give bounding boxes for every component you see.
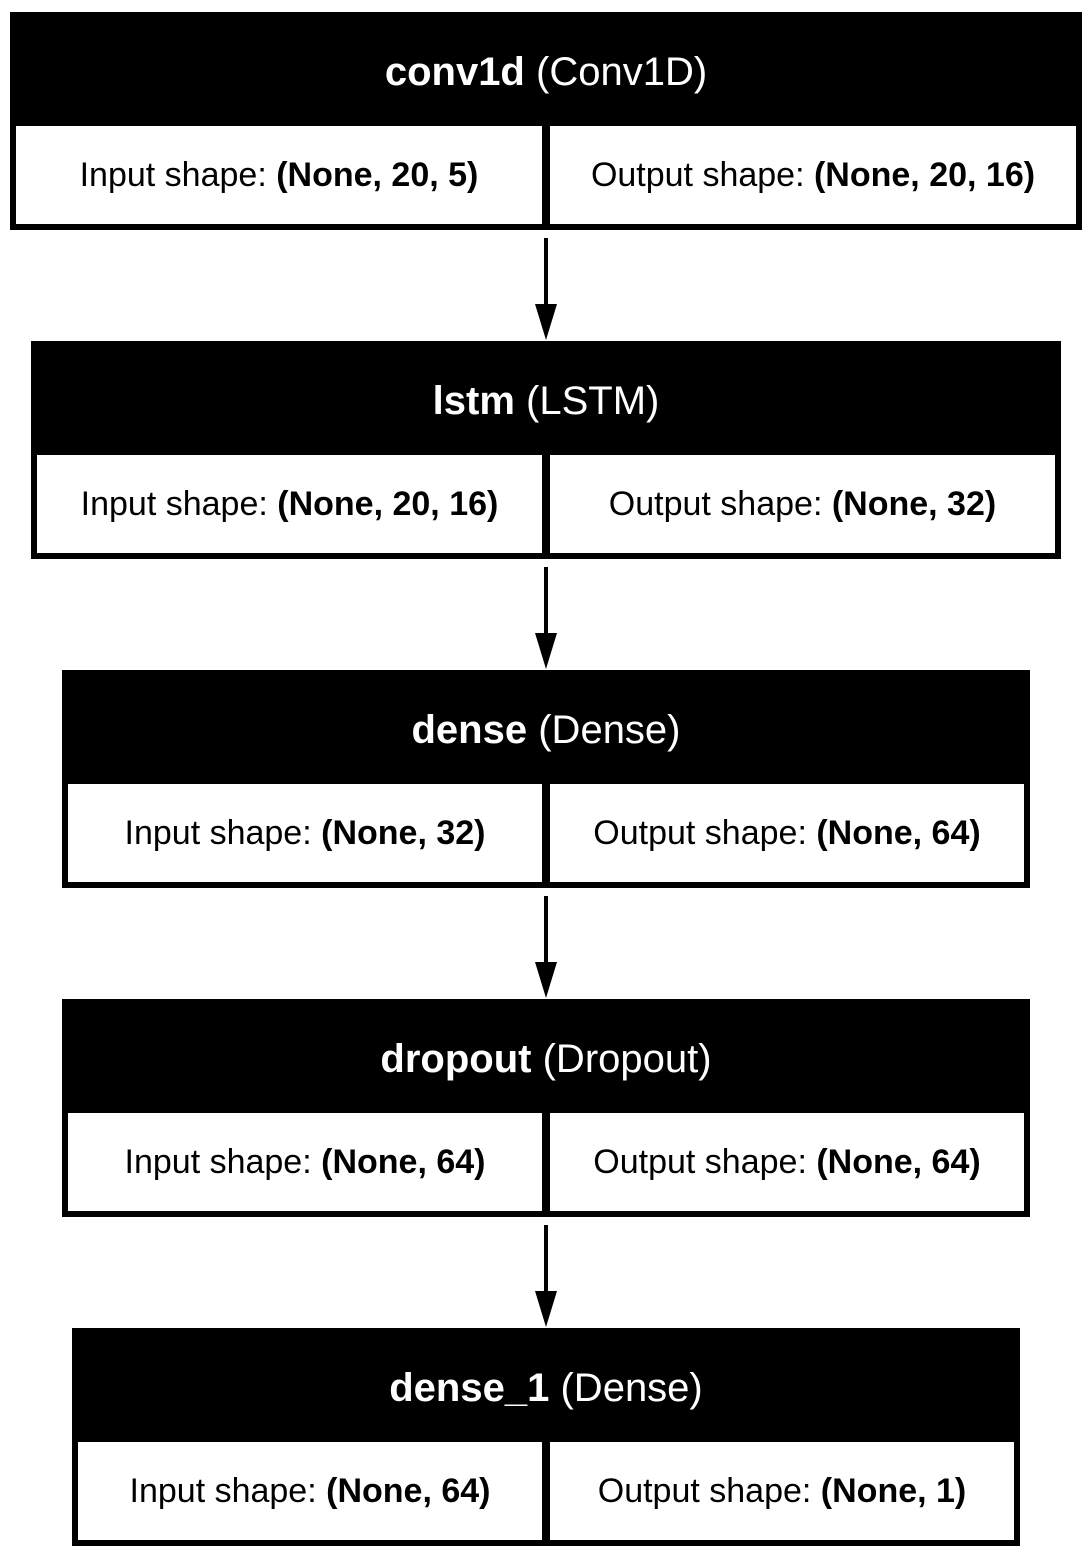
output-shape-cell: Output shape: (None, 20, 16) [550, 126, 1076, 224]
output-shape-value: (None, 32) [831, 484, 997, 523]
layer-type: (Dropout) [542, 1036, 712, 1081]
input-shape-value: (None, 20, 5) [276, 155, 479, 194]
output-shape-label: Output shape: [590, 155, 814, 194]
layer-name: lstm [432, 378, 515, 423]
layer-node-dense-1: dense_1 (Dense) Input shape: (None, 64) … [72, 1328, 1020, 1546]
layer-header: lstm (LSTM) [37, 347, 1055, 455]
input-shape-value: (None, 32) [321, 813, 486, 852]
shape-row: Input shape: (None, 64) Output shape: (N… [68, 1113, 1024, 1211]
input-shape-cell: Input shape: (None, 32) [68, 784, 542, 882]
layer-header: dense_1 (Dense) [78, 1334, 1014, 1442]
layer-type: (LSTM) [526, 378, 660, 423]
layer-node-lstm: lstm (LSTM) Input shape: (None, 20, 16) … [31, 341, 1061, 559]
input-shape-label: Input shape: [80, 484, 278, 523]
output-shape-cell: Output shape: (None, 32) [550, 455, 1055, 553]
flow-arrow [535, 567, 557, 669]
layer-header: conv1d (Conv1D) [16, 18, 1076, 126]
flow-arrow [535, 896, 557, 998]
input-shape-value: (None, 20, 16) [277, 484, 499, 523]
shape-row: Input shape: (None, 64) Output shape: (N… [78, 1442, 1014, 1540]
output-shape-label: Output shape: [608, 484, 832, 523]
input-shape-cell: Input shape: (None, 64) [78, 1442, 542, 1540]
shape-row: Input shape: (None, 20, 5) Output shape:… [16, 126, 1076, 224]
layer-type: (Dense) [560, 1365, 703, 1410]
layer-name: dense_1 [389, 1365, 550, 1410]
layer-type: (Conv1D) [536, 49, 708, 94]
layer-header: dropout (Dropout) [68, 1005, 1024, 1113]
output-shape-label: Output shape: [593, 1142, 817, 1181]
shape-row: Input shape: (None, 32) Output shape: (N… [68, 784, 1024, 882]
layer-header: dense (Dense) [68, 676, 1024, 784]
layer-name: conv1d [384, 49, 525, 94]
flow-arrow [535, 238, 557, 340]
output-shape-value: (None, 64) [816, 1142, 981, 1181]
input-shape-cell: Input shape: (None, 20, 5) [16, 126, 542, 224]
layer-node-dropout: dropout (Dropout) Input shape: (None, 64… [62, 999, 1030, 1217]
input-shape-label: Input shape: [124, 1142, 322, 1181]
shape-row: Input shape: (None, 20, 16) Output shape… [37, 455, 1055, 553]
input-shape-cell: Input shape: (None, 64) [68, 1113, 542, 1211]
input-shape-value: (None, 64) [321, 1142, 486, 1181]
output-shape-cell: Output shape: (None, 1) [550, 1442, 1014, 1540]
input-shape-label: Input shape: [79, 155, 277, 194]
layer-node-conv1d: conv1d (Conv1D) Input shape: (None, 20, … [10, 12, 1082, 230]
input-shape-label: Input shape: [124, 813, 322, 852]
input-shape-label: Input shape: [129, 1471, 327, 1510]
output-shape-value: (None, 64) [816, 813, 981, 852]
output-shape-value: (None, 1) [820, 1471, 967, 1510]
layer-name: dense [411, 707, 528, 752]
input-shape-value: (None, 64) [326, 1471, 491, 1510]
flow-arrow [535, 1225, 557, 1327]
output-shape-label: Output shape: [597, 1471, 821, 1510]
output-shape-cell: Output shape: (None, 64) [550, 784, 1024, 882]
layer-name: dropout [380, 1036, 532, 1081]
output-shape-value: (None, 20, 16) [813, 155, 1036, 194]
input-shape-cell: Input shape: (None, 20, 16) [37, 455, 542, 553]
layer-node-dense: dense (Dense) Input shape: (None, 32) Ou… [62, 670, 1030, 888]
layer-type: (Dense) [538, 707, 681, 752]
output-shape-cell: Output shape: (None, 64) [550, 1113, 1024, 1211]
output-shape-label: Output shape: [593, 813, 817, 852]
